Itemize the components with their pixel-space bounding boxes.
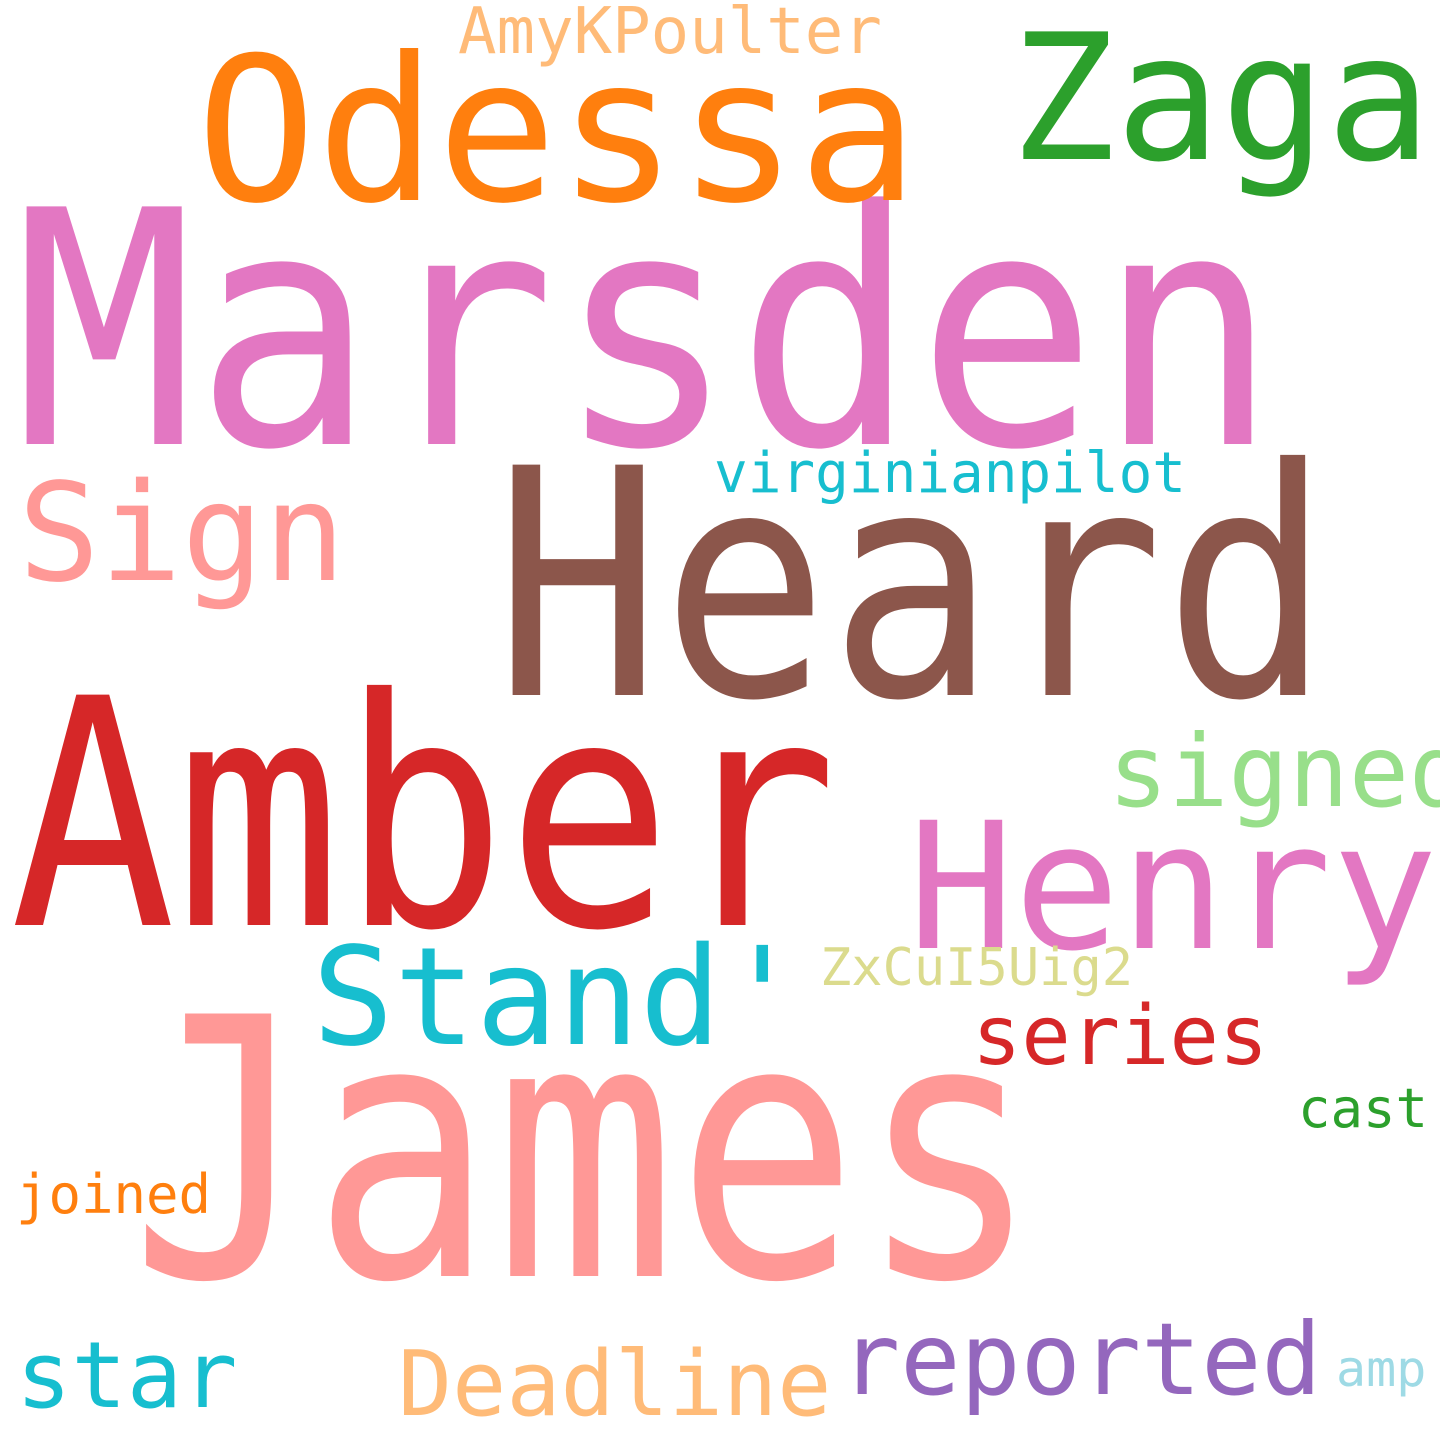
word-james: James [130, 942, 1041, 1361]
word-zxcui5uig2: ZxCuI5Uig2 [820, 938, 1134, 998]
word-odessa: Odessa [196, 15, 919, 248]
word-amykpoulter: AmyKPoulter [458, 0, 882, 69]
word-marsden: Marsden [14, 141, 1278, 521]
word-signed: signed [1108, 713, 1440, 830]
word-stand: Stand' [312, 919, 804, 1077]
word-zaga: Zaga [1010, 0, 1432, 201]
word-deadline: Deadline [398, 1332, 832, 1437]
word-amp: amp [1336, 1340, 1427, 1398]
word-amber: Amber [10, 632, 838, 1000]
word-sign: Sign [18, 455, 346, 613]
word-heard: Heard [494, 402, 1332, 770]
word-joined: joined [16, 1163, 212, 1226]
word-henry: Henry [908, 785, 1438, 990]
word-virginianpilot: virginianpilot [714, 441, 1187, 506]
word-star: star [16, 1322, 238, 1429]
word-series: series [972, 989, 1269, 1084]
word-cast: cast [1298, 1077, 1429, 1140]
word-reported: reported [840, 1301, 1322, 1418]
